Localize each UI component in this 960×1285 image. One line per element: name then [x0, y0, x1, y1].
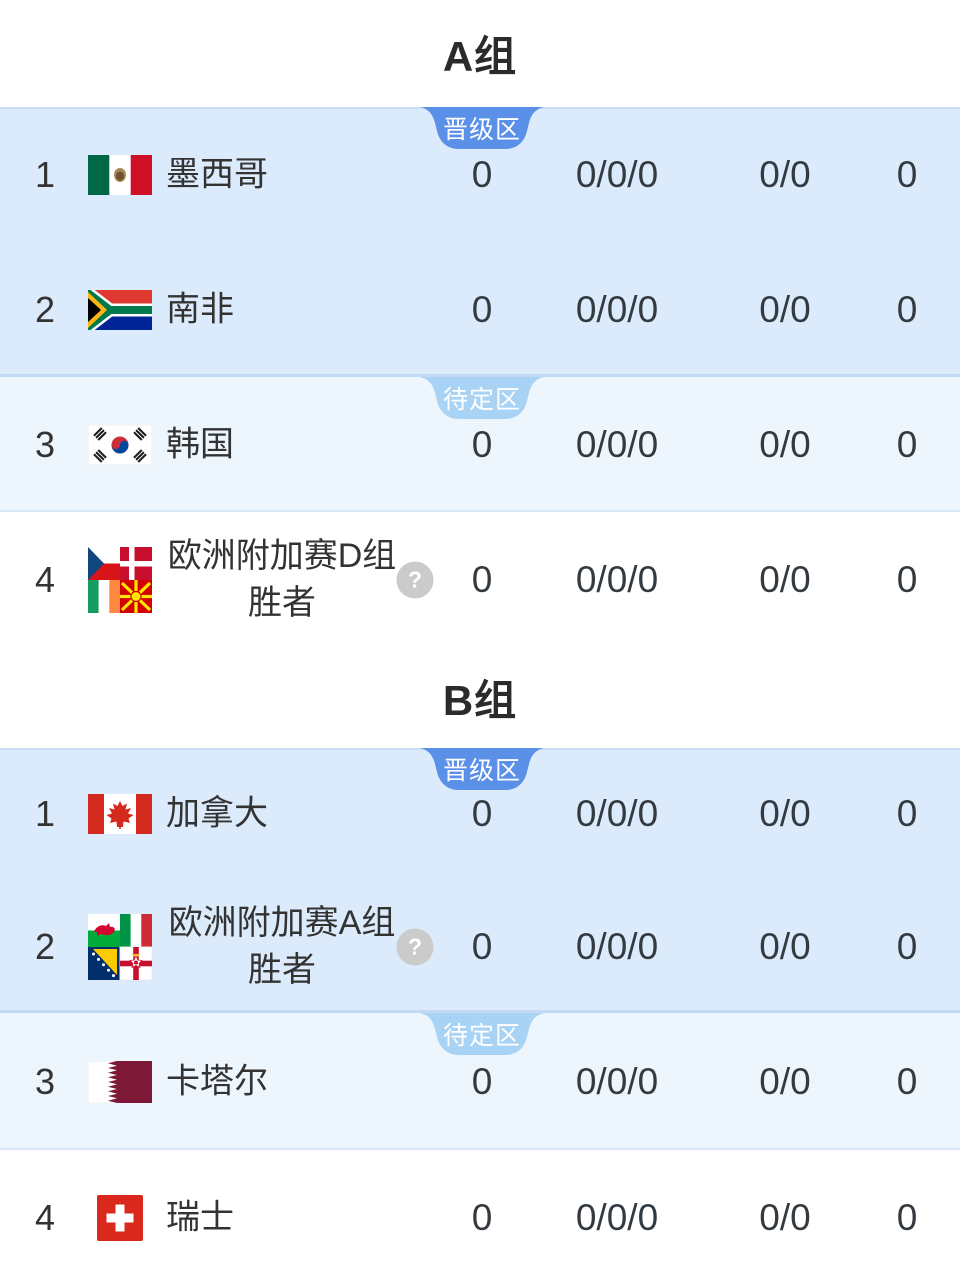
stat-record: 0/0/0 [575, 793, 659, 835]
team-name: 欧洲附加赛A组 胜者 [168, 903, 396, 989]
table-row[interactable]: 4 [0, 512, 960, 647]
stat-goals: 0/0 [759, 288, 811, 330]
stat-diff: 0 [896, 1196, 918, 1238]
promotion-section: 晋级区 1 墨西哥 0 0/0/0 0/0 0 2 [0, 107, 960, 377]
stat-points: 0 [471, 925, 493, 967]
team-name: 韩国 [166, 425, 234, 463]
rank: 2 [34, 925, 56, 967]
pending-section: 待定区 3 韩国 0 0/0/0 0/0 0 [0, 377, 960, 512]
stat-points: 0 [471, 558, 493, 600]
pending-section: 待定区 3 卡塔尔 0 0/0/0 0/0 0 [0, 1013, 960, 1150]
stat-points: 0 [471, 423, 493, 465]
table-row[interactable]: 2 [0, 881, 960, 1014]
table-row[interactable]: 3 韩国 0 0/0/0 0/0 0 [0, 377, 960, 512]
team-name: 欧洲附加赛D组 胜者 [167, 536, 397, 622]
stat-points: 0 [471, 153, 493, 195]
europe-playoff-a-flags-icon [88, 913, 152, 980]
help-icon[interactable]: ? [396, 561, 434, 598]
rank: 2 [34, 288, 56, 330]
stat-diff: 0 [896, 1060, 918, 1102]
stat-goals: 0/0 [759, 793, 811, 835]
stat-points: 0 [471, 793, 493, 835]
table-row[interactable]: 1 墨西哥 0 0/0/0 0/0 0 [0, 107, 960, 242]
stat-goals: 0/0 [759, 1060, 811, 1102]
group-title: B组 [0, 647, 960, 748]
mexico-flag-icon [88, 154, 152, 195]
south-korea-flag-icon [88, 424, 152, 465]
promotion-section: 晋级区 1 加拿大 0 0/0/0 0/0 0 2 [0, 748, 960, 1013]
stat-diff: 0 [896, 793, 918, 835]
team-name: 卡塔尔 [166, 1062, 268, 1100]
table-row[interactable]: 3 卡塔尔 0 0/0/0 0/0 0 [0, 1013, 960, 1150]
stat-record: 0/0/0 [575, 1060, 659, 1102]
elimination-section: 4 [0, 512, 960, 647]
stat-diff: 0 [896, 558, 918, 600]
rank: 3 [34, 1060, 56, 1102]
stat-points: 0 [471, 1060, 493, 1102]
stat-diff: 0 [896, 288, 918, 330]
stat-points: 0 [471, 288, 493, 330]
stat-record: 0/0/0 [575, 288, 659, 330]
table-row[interactable]: 1 加拿大 0 0/0/0 0/0 0 [0, 748, 960, 881]
rank: 1 [34, 793, 56, 835]
stat-record: 0/0/0 [575, 423, 659, 465]
stat-record: 0/0/0 [575, 558, 659, 600]
rank: 4 [34, 1196, 56, 1238]
stat-record: 0/0/0 [575, 1196, 659, 1238]
team-name: 南非 [166, 290, 234, 328]
canada-flag-icon [88, 794, 152, 835]
table-row[interactable]: 2 南非 0 0/0/0 0/0 0 [0, 242, 960, 377]
stat-goals: 0/0 [759, 423, 811, 465]
table-row[interactable]: 4 瑞士 0 0/0/0 0/0 0 [0, 1150, 960, 1285]
switzerland-flag-icon [97, 1194, 143, 1241]
stat-diff: 0 [896, 925, 918, 967]
stat-record: 0/0/0 [575, 153, 659, 195]
europe-playoff-d-flags-icon [88, 546, 152, 613]
team-name: 加拿大 [166, 794, 268, 833]
rank: 3 [34, 423, 56, 465]
stat-goals: 0/0 [759, 153, 811, 195]
stat-diff: 0 [896, 153, 918, 195]
rank: 4 [34, 558, 56, 600]
stat-diff: 0 [896, 423, 918, 465]
qatar-flag-icon [88, 1060, 152, 1103]
stat-goals: 0/0 [759, 1196, 811, 1238]
stat-goals: 0/0 [759, 558, 811, 600]
elimination-section: 4 瑞士 0 0/0/0 0/0 0 [0, 1150, 960, 1285]
pending-zone-badge: 待定区 [420, 377, 544, 419]
rank: 1 [34, 153, 56, 195]
stat-record: 0/0/0 [575, 925, 659, 967]
south-africa-flag-icon [88, 289, 152, 330]
team-name: 墨西哥 [166, 155, 268, 193]
stat-points: 0 [471, 1196, 493, 1238]
team-name: 瑞士 [166, 1198, 234, 1236]
stat-goals: 0/0 [759, 925, 811, 967]
help-icon[interactable]: ? [396, 928, 434, 966]
group-title: A组 [0, 0, 960, 107]
